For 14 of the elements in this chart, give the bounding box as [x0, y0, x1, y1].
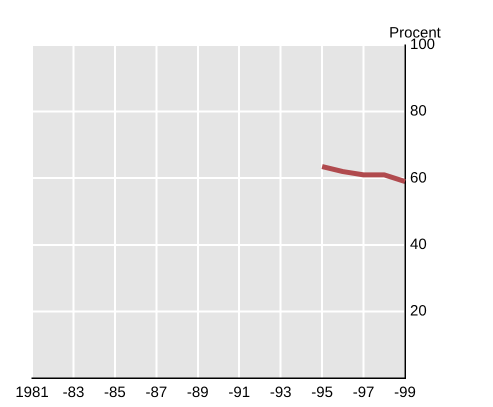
y-tick-label: 20 [410, 302, 427, 320]
x-tick-label: -87 [145, 384, 168, 402]
y-tick-label: 60 [410, 169, 427, 186]
x-tick-label: -91 [228, 384, 250, 402]
x-tick-label: 1981 [15, 384, 49, 402]
x-tick-label: -83 [62, 384, 84, 402]
x-tick-label: -85 [104, 384, 126, 402]
x-tick-label: -99 [394, 384, 416, 402]
x-tick-label: -97 [352, 384, 374, 402]
x-tick-label: -93 [270, 384, 292, 402]
x-tick-label: -89 [186, 384, 209, 402]
y-tick-label: 80 [410, 102, 427, 120]
x-tick-label: -95 [311, 384, 333, 402]
y-tick-label: 40 [410, 236, 427, 253]
